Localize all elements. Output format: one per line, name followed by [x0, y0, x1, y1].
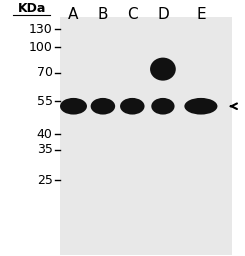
Ellipse shape	[150, 58, 176, 81]
Text: C: C	[127, 7, 138, 22]
Text: 25: 25	[37, 174, 53, 187]
Text: 55: 55	[37, 95, 53, 108]
Text: A: A	[68, 7, 79, 22]
Text: D: D	[157, 7, 169, 22]
Ellipse shape	[151, 98, 174, 115]
Ellipse shape	[60, 98, 87, 115]
Text: B: B	[98, 7, 108, 22]
Ellipse shape	[91, 98, 115, 115]
Ellipse shape	[184, 98, 217, 115]
Ellipse shape	[120, 98, 145, 115]
Text: 100: 100	[29, 41, 53, 54]
Text: KDa: KDa	[18, 3, 46, 15]
Text: E: E	[196, 7, 206, 22]
Text: 70: 70	[37, 67, 53, 79]
Bar	[60, 17, 232, 255]
Text: 130: 130	[29, 23, 53, 36]
Text: 40: 40	[37, 128, 53, 141]
Text: 35: 35	[37, 143, 53, 156]
